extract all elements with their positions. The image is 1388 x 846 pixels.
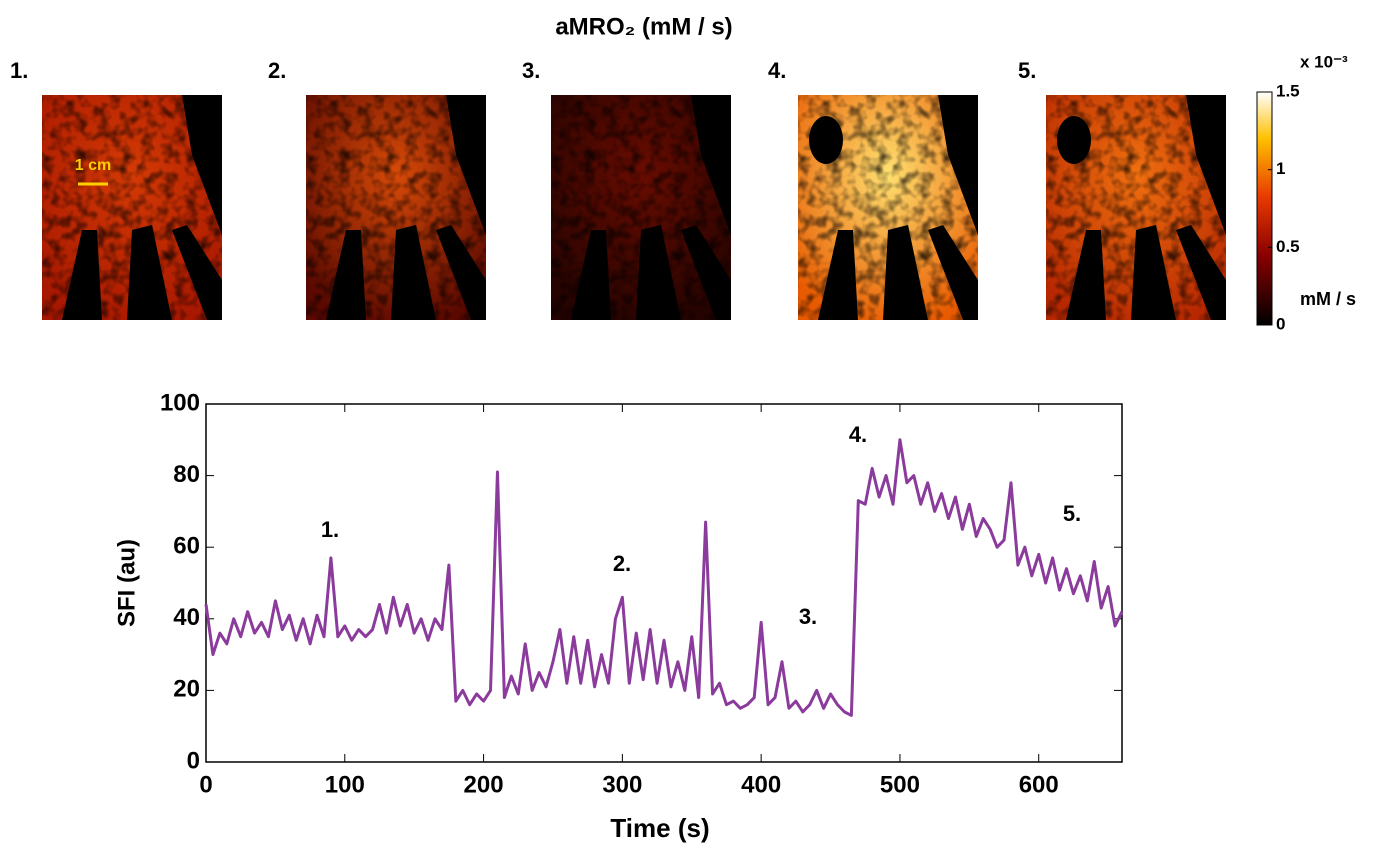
x-tick-label: 200 (464, 771, 504, 798)
y-tick-label: 0 (187, 747, 200, 774)
y-tick-label: 80 (173, 461, 200, 488)
dark-spot (809, 116, 843, 164)
dark-spot (1057, 116, 1091, 164)
panel-label: 1. (10, 58, 28, 83)
x-tick-label: 0 (199, 771, 212, 798)
hand-image (1046, 95, 1226, 320)
x-tick-label: 400 (741, 771, 781, 798)
annotation: 2. (613, 551, 631, 576)
colorbar-multiplier: x 10⁻³ (1300, 52, 1348, 71)
y-tick-label: 20 (173, 676, 200, 703)
x-tick-label: 300 (602, 771, 642, 798)
y-tick-label: 100 (160, 389, 200, 416)
sfi-line (204, 438, 1124, 717)
hand-texture (306, 95, 486, 320)
x-axis-label: Time (s) (610, 813, 709, 843)
annotation: 5. (1063, 501, 1081, 526)
y-tick-label: 40 (173, 604, 200, 631)
image-title: aMRO₂ (mM / s) (555, 13, 732, 40)
colorbar-tick-label: 0 (1276, 314, 1285, 333)
hand-image (798, 95, 978, 320)
colorbar-tick-label: 1 (1276, 159, 1285, 178)
colorbar (1256, 91, 1273, 326)
annotation: 4. (849, 422, 867, 447)
panel-label: 3. (522, 58, 540, 83)
colorbar-tick-label: 1.5 (1276, 81, 1300, 100)
plot-frame (205, 403, 1123, 763)
hand-texture (798, 95, 978, 320)
panel-label: 4. (768, 58, 786, 83)
annotation: 3. (799, 604, 817, 629)
panel-label: 2. (268, 58, 286, 83)
x-tick-label: 600 (1019, 771, 1059, 798)
panel-label: 5. (1018, 58, 1036, 83)
hand-image (306, 95, 486, 320)
hand-image (42, 95, 222, 320)
hand-texture (551, 95, 731, 320)
x-tick-label: 100 (325, 771, 365, 798)
hand-texture (1046, 95, 1226, 320)
hand-texture (42, 95, 222, 320)
colorbar-tick-label: 0.5 (1276, 237, 1300, 256)
y-axis-label: SFI (au) (113, 539, 140, 627)
scale-bar-label: 1 cm (75, 157, 111, 174)
x-tick-label: 500 (880, 771, 920, 798)
annotation: 1. (321, 517, 339, 542)
colorbar-unit: mM / s (1300, 289, 1356, 309)
y-tick-label: 60 (173, 533, 200, 560)
hand-image (551, 95, 731, 320)
